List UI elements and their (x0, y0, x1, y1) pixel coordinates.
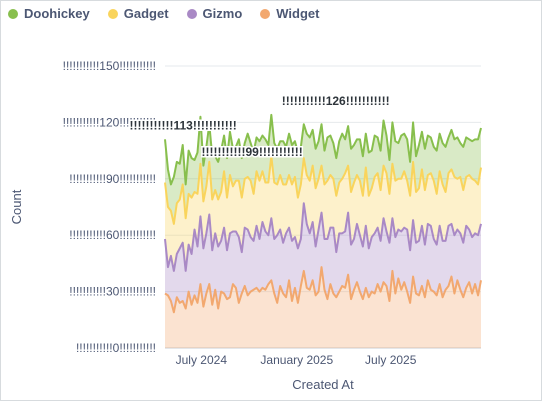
x-tick-label: July 2024 (176, 353, 228, 367)
x-tick-label: July 2025 (365, 353, 417, 367)
data-label: !!!!!!!!!!!99!!!!!!!!!!! (202, 145, 303, 159)
data-label: !!!!!!!!!!!126!!!!!!!!!!! (282, 94, 390, 108)
y-tick-label: !!!!!!!!!!!0!!!!!!!!!!! (76, 341, 156, 355)
x-tick-label: January 2025 (260, 353, 333, 367)
y-tick-label: !!!!!!!!!!!150!!!!!!!!!!! (63, 59, 156, 73)
y-axis-title: Count (9, 189, 24, 224)
y-tick-label: !!!!!!!!!!!30!!!!!!!!!!! (69, 285, 156, 299)
y-tick-label: !!!!!!!!!!!90!!!!!!!!!!! (69, 172, 156, 186)
data-label: !!!!!!!!!!!113!!!!!!!!!!! (130, 119, 237, 133)
x-axis-title: Created At (292, 377, 354, 392)
y-tick-label: !!!!!!!!!!!60!!!!!!!!!!! (69, 228, 156, 242)
